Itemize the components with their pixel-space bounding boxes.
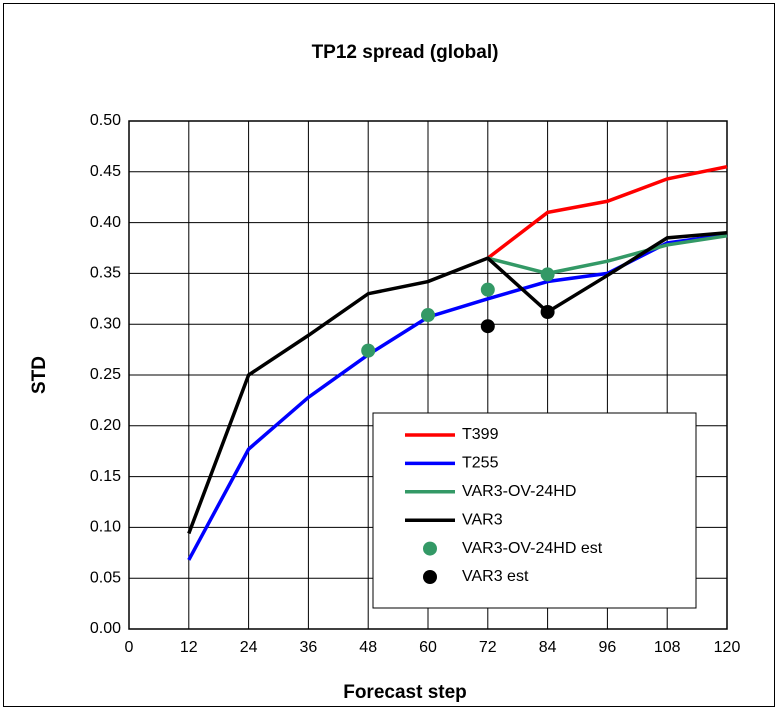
y-tick-label: 0.40 [90,214,121,231]
y-tick-label: 0.35 [90,265,121,282]
series-marker [540,267,555,282]
x-tick-label: 48 [359,639,377,656]
x-tick-label: 96 [599,639,617,656]
x-tick-label: 12 [180,639,198,656]
series-marker [421,308,435,323]
series-line [187,231,728,535]
y-tick-label: 0.10 [90,519,121,536]
legend-swatch [423,541,437,556]
x-tick-label: 60 [419,639,437,656]
x-tick-label: 24 [240,639,258,656]
series-marker [480,319,495,334]
legend-label: VAR3 [462,511,503,528]
y-tick-label: 0.00 [90,620,121,637]
y-tick-label: 0.45 [90,163,121,180]
y-tick-label: 0.20 [90,417,121,434]
x-tick-label: 36 [300,639,318,656]
series-marker [361,343,376,358]
legend-box [372,412,697,609]
x-tick-label: 0 [125,639,134,656]
legend-label: VAR3-OV-24HD [462,483,576,500]
series-line [486,165,728,260]
y-tick-label: 0.50 [90,112,121,129]
legend-swatch [423,570,437,584]
x-tick-label: 108 [654,639,681,656]
y-tick-label: 0.30 [90,315,121,332]
plot-border [128,120,728,630]
x-tick-label: 72 [479,639,497,656]
legend-label: VAR3-OV-24HD est [462,540,603,557]
x-axis-title: Forecast step [343,682,467,703]
legend-label: VAR3 est [462,568,529,585]
series-marker [540,305,555,320]
x-tick-label: 120 [714,639,741,656]
y-tick-label: 0.05 [90,569,121,586]
y-tick-label: 0.25 [90,366,121,383]
legend-label: T255 [462,455,499,472]
x-tick-label: 84 [539,639,557,656]
y-tick-label: 0.15 [90,468,121,485]
series-marker [480,282,495,297]
series-line [487,234,728,276]
y-axis-title: STD [29,356,50,394]
chart-title: TP12 spread (global) [312,42,499,63]
legend-label: T399 [462,426,499,443]
